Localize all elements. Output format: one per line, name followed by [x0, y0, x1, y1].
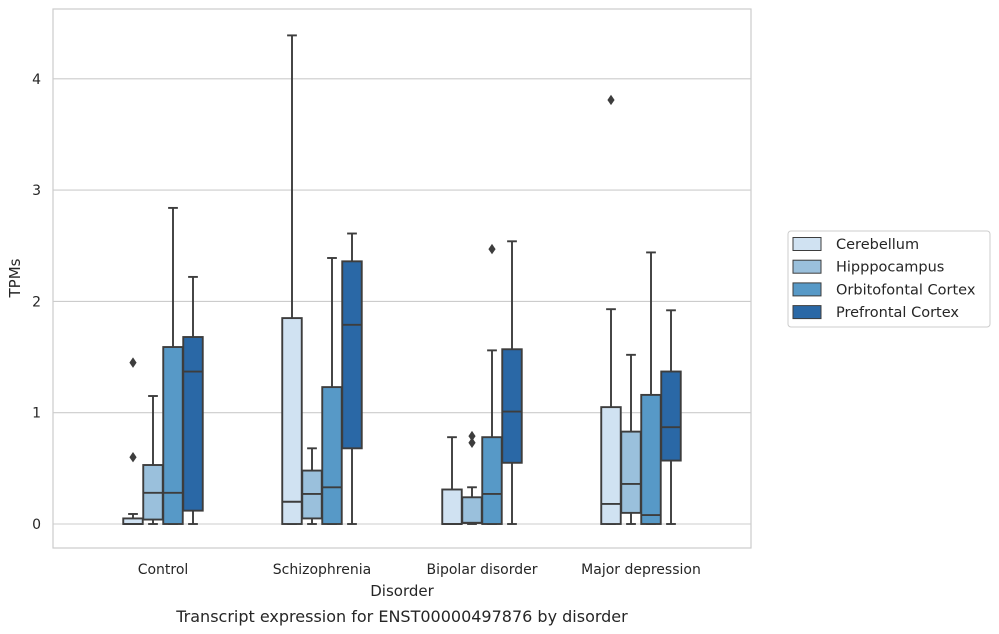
box-0-2	[162, 206, 184, 525]
box-2-1	[461, 430, 483, 525]
box-body	[600, 406, 622, 525]
outlier-marker	[488, 243, 496, 255]
y-tick-label: 0	[32, 517, 41, 533]
x-tick-label: Schizophrenia	[273, 562, 371, 578]
y-tick-label: 1	[32, 406, 41, 422]
legend-swatch	[792, 305, 822, 320]
outlier-marker	[468, 437, 476, 448]
legend-label: Hipppocampus	[836, 260, 944, 276]
box-0-0	[122, 357, 144, 525]
box-1-0	[281, 34, 303, 525]
legend-label: Orbitofontal Cortex	[836, 282, 976, 298]
box-3-3	[660, 309, 682, 525]
outlier-marker	[129, 357, 137, 368]
x-axis-label: Disorder	[370, 582, 434, 600]
outlier-marker	[129, 452, 137, 463]
box-series	[122, 34, 682, 525]
box-body	[441, 488, 463, 525]
box-2-3	[501, 240, 523, 525]
box-body	[501, 348, 523, 464]
y-tick-label: 4	[32, 72, 41, 88]
box-1-2	[321, 257, 343, 525]
y-tick-label: 3	[32, 183, 41, 199]
box-body	[660, 370, 682, 462]
box-body	[182, 336, 204, 512]
x-tick-label: Bipolar disorder	[426, 562, 537, 578]
y-axis-ticks: 0 1 2 3 4	[32, 72, 41, 533]
outlier-marker	[607, 94, 615, 106]
box-body	[620, 430, 642, 514]
box-3-2	[640, 251, 662, 525]
legend-swatch	[792, 282, 822, 297]
legend-frame	[787, 230, 991, 328]
legend: Cerebellum Hipppocampus Orbitofontal Corte…	[787, 230, 991, 328]
box-2-2	[481, 243, 503, 525]
outlier-marker	[468, 430, 476, 442]
x-tick-label: Major depression	[581, 562, 701, 578]
box-body	[341, 260, 363, 450]
y-axis-label: TPMs	[6, 258, 24, 298]
box-body	[162, 346, 184, 525]
x-tick-label: Control	[138, 562, 189, 578]
box-0-1	[142, 395, 164, 525]
x-axis-ticks: Control Schizophrenia Bipolar disorder Majo…	[138, 562, 701, 578]
box-body	[640, 393, 662, 525]
legend-swatch	[792, 259, 822, 274]
legend-swatch	[792, 237, 822, 251]
box-body	[321, 386, 343, 525]
box-0-3	[182, 275, 204, 525]
box-body	[281, 317, 303, 525]
box-body	[461, 496, 483, 524]
box-2-0	[441, 436, 463, 525]
box-body	[481, 436, 503, 525]
figure-caption: Transcript expression for ENST0000049787…	[175, 607, 628, 626]
legend-label: Prefrontal Cortex	[836, 305, 959, 321]
y-tick-label: 2	[32, 294, 41, 310]
box-1-3	[341, 232, 363, 525]
legend-label: Cerebellum	[836, 237, 919, 253]
